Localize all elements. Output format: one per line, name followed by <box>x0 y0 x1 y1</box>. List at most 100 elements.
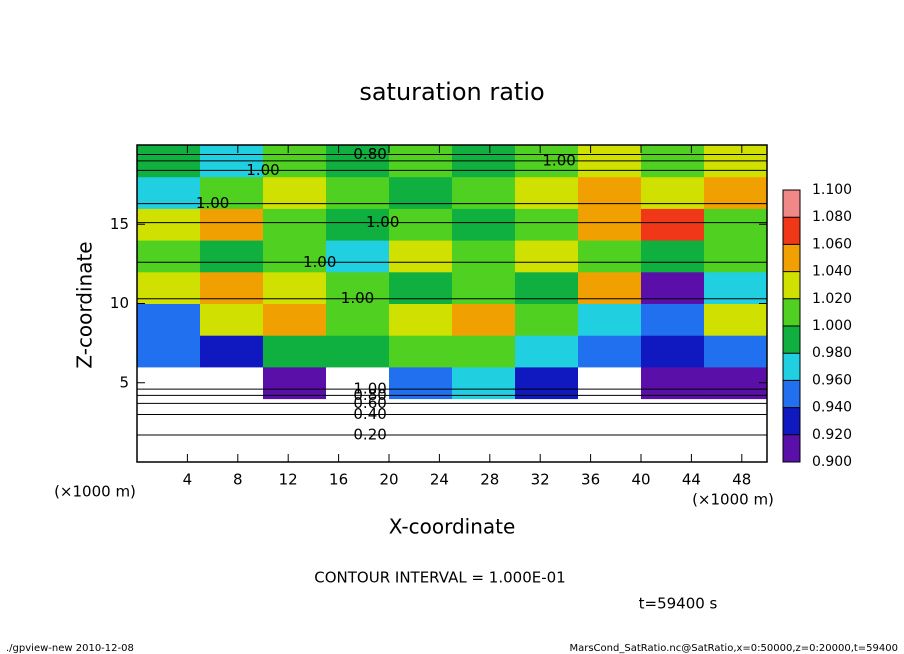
cell <box>515 240 579 273</box>
colorbar-label: 1.060 <box>812 236 852 252</box>
cell <box>326 335 390 368</box>
x-tick-label: 44 <box>682 471 701 489</box>
contour-label: 0.80 <box>353 145 386 163</box>
colorbar-label: 1.000 <box>812 318 852 334</box>
contour-label: 1.00 <box>303 253 336 271</box>
cell <box>263 208 327 241</box>
contour-label: 1.00 <box>542 151 575 169</box>
contour-label: 1.00 <box>196 194 229 212</box>
cell <box>137 366 201 400</box>
cell <box>641 240 705 273</box>
contour-label: 1.00 <box>341 289 374 307</box>
cell <box>704 240 768 273</box>
colorbar-swatch <box>783 244 800 272</box>
chart-title: saturation ratio <box>359 78 544 106</box>
cell <box>200 366 264 400</box>
cell <box>389 366 453 400</box>
cell <box>452 303 516 336</box>
x-tick-label: 48 <box>732 471 751 489</box>
cell <box>704 208 768 241</box>
cell <box>452 208 516 241</box>
cell <box>263 430 327 463</box>
cell <box>704 366 768 400</box>
x-tick-label: 32 <box>531 471 550 489</box>
contour-label: 0.60 <box>353 394 386 412</box>
cell <box>200 335 264 368</box>
cell <box>200 430 264 463</box>
cell <box>452 240 516 273</box>
colorbar-label: 1.080 <box>812 209 852 225</box>
contour-label: 0.20 <box>353 426 386 444</box>
x-tick-label: 28 <box>480 471 499 489</box>
cell <box>515 366 579 400</box>
cell <box>578 303 642 336</box>
y-tick-label: 15 <box>110 215 129 233</box>
cell <box>515 208 579 241</box>
cell <box>137 208 201 241</box>
cell <box>326 240 390 273</box>
cell <box>263 303 327 336</box>
x-tick-label: 16 <box>329 471 348 489</box>
x-tick-label: 24 <box>430 471 449 489</box>
cell <box>452 430 516 463</box>
cell <box>578 335 642 368</box>
cell <box>389 335 453 368</box>
cell <box>704 430 768 463</box>
colorbar-swatch <box>783 326 800 354</box>
contour-label: 0.80 <box>353 386 386 404</box>
colorbar-swatch <box>783 434 800 462</box>
colorbar-swatch <box>783 217 800 245</box>
cell <box>200 208 264 241</box>
cell <box>704 335 768 368</box>
x-tick-label: 4 <box>183 471 193 489</box>
y-tick-label: 5 <box>119 373 129 391</box>
cell <box>641 303 705 336</box>
cell <box>515 303 579 336</box>
colorbar-swatch <box>783 380 800 408</box>
colorbar-label: 1.100 <box>812 182 852 198</box>
colorbar-swatch <box>783 298 800 326</box>
x-tick-label: 40 <box>631 471 650 489</box>
cell <box>326 366 390 400</box>
cell <box>704 303 768 336</box>
cell <box>641 335 705 368</box>
cell <box>326 430 390 463</box>
x-tick-label: 20 <box>379 471 398 489</box>
cell <box>578 240 642 273</box>
colorbar-label: 0.940 <box>812 400 852 416</box>
colorbar-swatch <box>783 271 800 299</box>
x-unit: (×1000 m) <box>54 483 136 501</box>
cell <box>515 335 579 368</box>
time-label: t=59400 s <box>639 595 718 613</box>
cell <box>137 303 201 336</box>
cell <box>452 366 516 400</box>
colorbar-swatch <box>783 407 800 435</box>
colorbar-label: 0.960 <box>812 372 852 388</box>
x-tick-label: 8 <box>233 471 243 489</box>
cell <box>263 335 327 368</box>
colorbar-label: 0.980 <box>812 345 852 361</box>
contour-label: 1.00 <box>353 380 386 398</box>
cell <box>326 208 390 241</box>
cell <box>263 366 327 400</box>
cell <box>452 335 516 368</box>
cell <box>641 430 705 463</box>
cell <box>389 208 453 241</box>
colorbar-label: 0.900 <box>812 454 852 470</box>
cell <box>515 430 579 463</box>
contour-label: 0.40 <box>353 405 386 423</box>
cell <box>137 240 201 273</box>
cell <box>641 366 705 400</box>
cell <box>137 430 201 463</box>
cell <box>137 335 201 368</box>
contour-label: 1.00 <box>246 161 279 179</box>
y-tick-label: 10 <box>110 294 129 312</box>
cell <box>641 208 705 241</box>
colorbar-label: 0.920 <box>812 427 852 443</box>
footer-right: MarsCond_SatRatio.nc@SatRatio,x=0:50000,… <box>569 643 898 654</box>
x-unit: (×1000 m) <box>692 491 774 509</box>
cell <box>326 303 390 336</box>
colorbar-label: 1.020 <box>812 291 852 307</box>
